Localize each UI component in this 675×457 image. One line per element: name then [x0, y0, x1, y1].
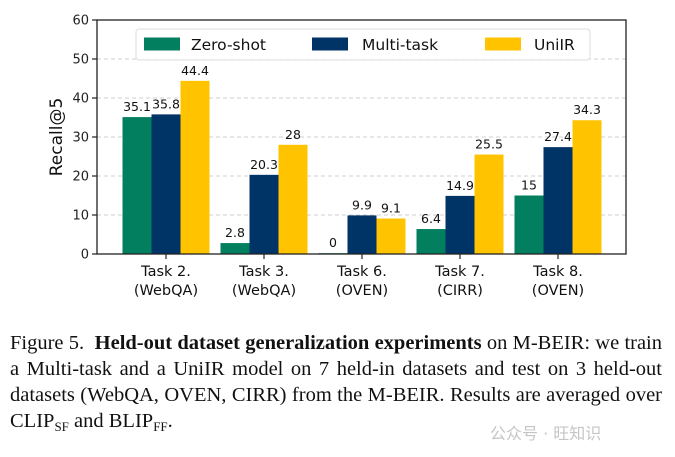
x-tick-label: Task 8. [532, 264, 583, 280]
bar-multi-task [347, 215, 377, 254]
value-label: 2.8 [225, 225, 245, 240]
caption-text-2: and BLIP [68, 410, 154, 432]
bars [122, 80, 602, 254]
y-tick-label: 20 [72, 170, 89, 185]
y-axis-title: Recall@5 [47, 98, 67, 177]
caption-text-3: . [167, 410, 173, 432]
bar-uniir [180, 80, 210, 254]
x-tick-label: (WebQA) [134, 283, 198, 299]
y-tick-label: 10 [72, 209, 89, 224]
legend-swatch-zero-shot [144, 37, 180, 51]
value-label: 25.5 [475, 137, 503, 152]
y-tick-label: 0 [81, 248, 89, 263]
caption-prefix: Figure 5. [10, 332, 85, 354]
caption-bold-title: Held-out dataset generalization experime… [94, 332, 482, 354]
bar-multi-task [249, 174, 279, 254]
bar-multi-task [445, 195, 475, 254]
legend-label: Multi-task [362, 36, 438, 54]
figure-caption: Figure 5. Held-out dataset generalizatio… [10, 330, 662, 434]
x-tick-label: (OVEN) [336, 283, 388, 299]
legend: Zero-shot Multi-task UniIR [135, 28, 591, 61]
value-label: 28 [285, 127, 301, 142]
legend-swatch-multi-task [312, 37, 348, 51]
bar-chart: 35.1 35.8 44.4 2.8 20.3 28 0 9.9 9.1 6.4 14.9 25.5 1… [47, 14, 627, 299]
x-tick-label: Task 2. [140, 264, 191, 280]
y-tick-label: 40 [72, 92, 89, 107]
value-label: 20.3 [250, 157, 278, 172]
value-label: 14.9 [446, 178, 474, 193]
value-label: 9.1 [381, 201, 401, 216]
bar-uniir [278, 144, 308, 254]
x-tick-label: (CIRR) [437, 283, 483, 299]
bar-zero-shot [220, 243, 250, 254]
y-tick-label: 50 [72, 53, 89, 68]
caption-subscript-sf: SF [54, 419, 69, 434]
value-label: 15 [521, 178, 537, 193]
value-labels: 35.1 35.8 44.4 2.8 20.3 28 0 9.9 9.1 6.4 14.9 25.5 1… [123, 63, 601, 250]
legend-swatch-uniir [485, 37, 521, 51]
bar-uniir [474, 154, 504, 254]
watermark: 公众号 · 旺知识 [490, 424, 602, 443]
caption-text-1: on M-BEIR: we train a Multi-task and a U… [10, 332, 663, 432]
bar-uniir [376, 218, 406, 254]
legend-label: Zero-shot [191, 36, 266, 54]
y-tick-label: 30 [72, 131, 89, 146]
value-label: 34.3 [573, 102, 601, 117]
value-label: 9.9 [352, 197, 372, 212]
bar-multi-task [151, 114, 181, 254]
value-label: 44.4 [181, 63, 209, 78]
x-tick-label: Task 6. [336, 264, 387, 280]
legend-label: UniIR [534, 36, 575, 54]
bar-zero-shot [416, 229, 446, 254]
value-label: 0 [329, 235, 337, 250]
caption-subscript-ff: FF [153, 419, 168, 434]
value-label: 35.8 [152, 96, 180, 111]
x-tick-label: (WebQA) [232, 283, 296, 299]
x-axis-ticks: Task 2. (WebQA) Task 3. (WebQA) Task 6. (OVEN… [134, 254, 584, 299]
y-axis-ticks: 0 10 20 30 40 50 60 [72, 14, 97, 263]
value-label: 6.4 [421, 211, 441, 226]
x-tick-label: Task 7. [434, 264, 485, 280]
x-tick-label: (OVEN) [532, 283, 584, 299]
legend-box [135, 28, 591, 61]
value-label: 27.4 [544, 129, 572, 144]
y-tick-label: 60 [72, 14, 89, 29]
bar-uniir [572, 120, 602, 254]
bar-zero-shot [122, 117, 152, 254]
bar-multi-task [543, 147, 573, 254]
bar-zero-shot [514, 195, 544, 254]
value-label: 35.1 [123, 99, 151, 114]
x-tick-label: Task 3. [238, 264, 289, 280]
